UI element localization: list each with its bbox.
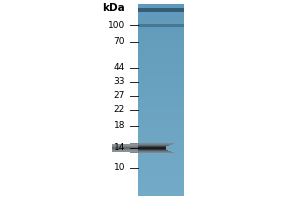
- Text: 70: 70: [113, 38, 125, 46]
- Text: 18: 18: [113, 121, 125, 130]
- Text: 27: 27: [114, 92, 125, 100]
- Text: 14: 14: [114, 144, 125, 152]
- Text: 22: 22: [114, 106, 125, 114]
- Text: 100: 100: [108, 21, 125, 29]
- Text: 33: 33: [113, 77, 125, 86]
- Text: 44: 44: [114, 64, 125, 72]
- Text: kDa: kDa: [102, 3, 125, 13]
- Text: 10: 10: [113, 164, 125, 172]
